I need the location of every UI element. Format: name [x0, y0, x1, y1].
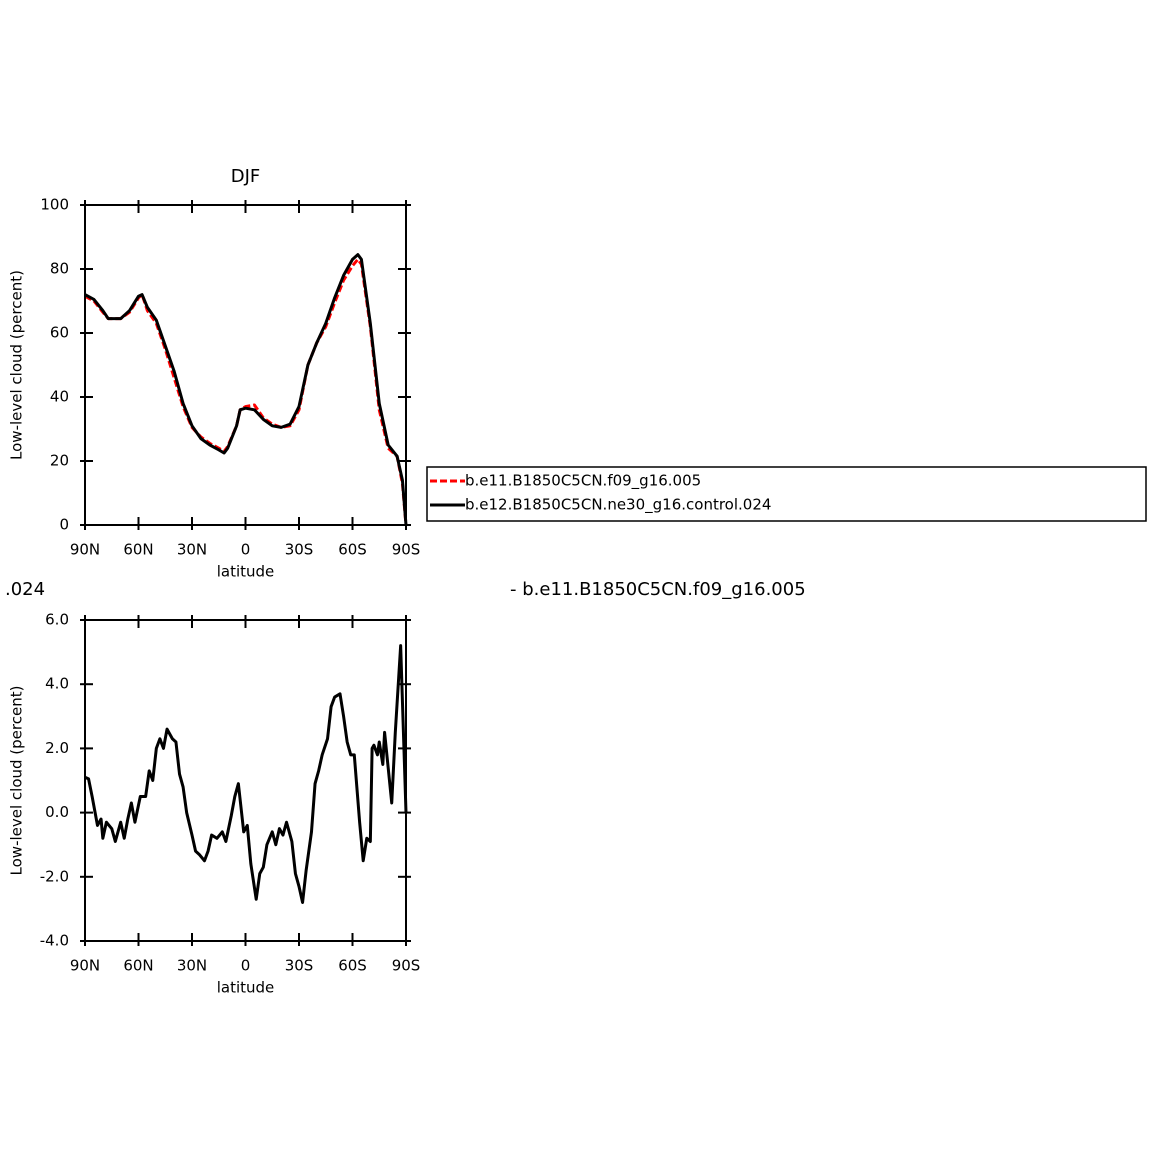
- plot-frame: [84, 619, 407, 942]
- x-axis-label: latitude: [217, 979, 275, 997]
- x-tick-label: 30N: [177, 541, 207, 559]
- x-tick-label: 60S: [338, 541, 367, 559]
- y-tick-label: 80: [50, 260, 69, 278]
- y-tick-label: 40: [50, 388, 69, 406]
- x-tick-label: 60S: [338, 957, 367, 975]
- data-line: [84, 253, 408, 526]
- subtitle-left: .024: [5, 579, 45, 600]
- legend-label: b.e11.B1850C5CN.f09_g16.005: [465, 472, 701, 491]
- legend-box: [426, 466, 1147, 522]
- y-tick-label: -4.0: [40, 932, 69, 950]
- x-tick-label: 60N: [123, 957, 153, 975]
- y-tick-label: 2.0: [45, 739, 69, 757]
- data-line: [84, 257, 408, 526]
- x-tick-label: 0: [241, 541, 251, 559]
- x-tick-label: 30S: [285, 957, 314, 975]
- y-axis-label: Low-level cloud (percent): [8, 686, 26, 876]
- y-tick-label: 20: [50, 452, 69, 470]
- x-tick-label: 0: [241, 957, 251, 975]
- y-tick-label: -2.0: [40, 867, 69, 885]
- y-tick-label: 0.0: [45, 803, 69, 821]
- y-tick-label: 4.0: [45, 675, 69, 693]
- x-tick-label: 60N: [123, 541, 153, 559]
- data-line: [84, 644, 408, 904]
- chart-title: DJF: [231, 166, 261, 187]
- x-axis-label: latitude: [217, 563, 275, 581]
- y-axis-label: Low-level cloud (percent): [8, 270, 26, 460]
- x-tick-label: 90N: [70, 541, 100, 559]
- x-tick-label: 30N: [177, 957, 207, 975]
- plot-frame: [84, 204, 407, 526]
- legend-label: b.e12.B1850C5CN.ne30_g16.control.024: [465, 496, 771, 515]
- x-tick-label: 30S: [285, 541, 314, 559]
- y-tick-label: 100: [40, 196, 69, 214]
- x-tick-label: 90S: [392, 957, 421, 975]
- y-tick-label: 60: [50, 324, 69, 342]
- x-tick-label: 90S: [392, 541, 421, 559]
- y-tick-label: 6.0: [45, 611, 69, 629]
- y-tick-label: 0: [59, 516, 69, 534]
- subtitle-right: - b.e11.B1850C5CN.f09_g16.005: [510, 579, 806, 600]
- x-tick-label: 90N: [70, 957, 100, 975]
